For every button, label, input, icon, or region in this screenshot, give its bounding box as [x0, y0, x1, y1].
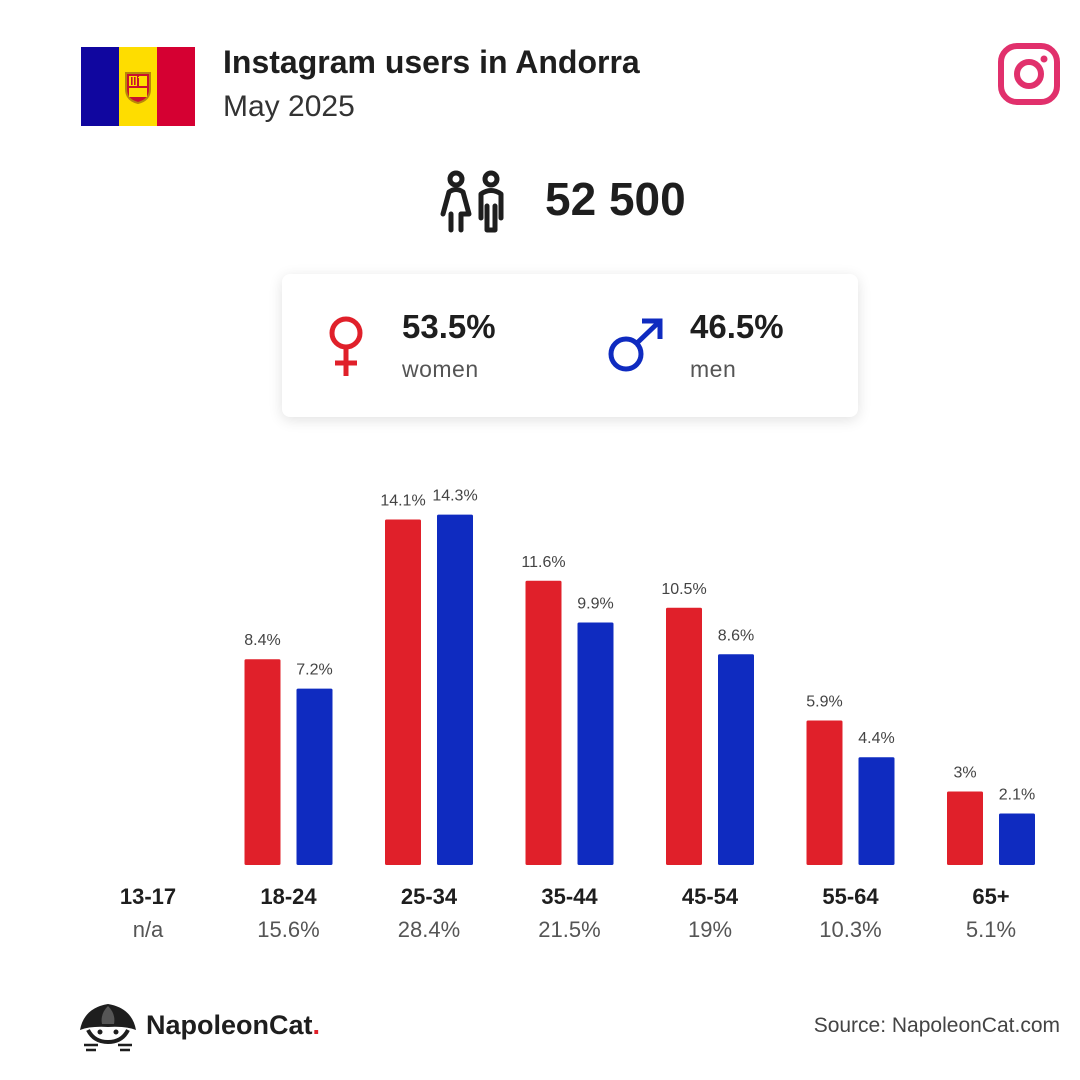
women-bar — [244, 659, 281, 865]
women-bar — [385, 519, 421, 865]
male-symbol-icon — [608, 318, 663, 372]
men-percentage: 46.5% — [690, 308, 784, 345]
men-bar-label: 9.9% — [577, 595, 613, 612]
age-gender-bar-chart: 8.4% 7.2% 14.1% 14.3% 11.6% 9.9% 10.5% 8.6% 5.9%… — [244, 488, 1035, 865]
page-subtitle: May 2025 — [223, 90, 355, 123]
men-bar-label: 14.3% — [432, 488, 477, 505]
women-bar — [947, 791, 983, 865]
age-group-label: 18-24 — [260, 884, 317, 909]
men-bar-label: 7.2% — [296, 662, 332, 679]
age-group-total: 28.4% — [397, 917, 461, 942]
age-group-label: 65+ — [972, 884, 1010, 909]
source-credit: Source: NapoleonCat.com — [813, 1014, 1060, 1037]
brand-dot: . — [312, 1010, 321, 1040]
brand-name-text: NapoleonCat — [146, 1010, 313, 1040]
men-bar — [858, 757, 895, 865]
age-group-label: 45-54 — [681, 884, 739, 909]
women-bar — [806, 720, 843, 865]
age-group-label: 25-34 — [400, 884, 458, 909]
age-group-label: 13-17 — [119, 884, 177, 909]
instagram-icon — [998, 43, 1060, 105]
men-bar — [999, 813, 1035, 865]
people-icon — [440, 170, 504, 233]
age-group-total: n/a — [132, 917, 164, 942]
brand-name: NapoleonCat. — [146, 1010, 320, 1041]
men-bar-label: 2.1% — [999, 787, 1035, 804]
women-bar-label: 8.4% — [244, 632, 280, 649]
age-group-total: 19% — [687, 917, 733, 942]
women-bar-label: 10.5% — [661, 581, 706, 598]
women-bar-label: 11.6% — [521, 554, 565, 571]
women-bar — [525, 580, 562, 865]
women-bar-label: 14.1% — [380, 493, 425, 510]
men-bar — [718, 654, 754, 865]
andorra-flag — [81, 47, 195, 126]
coat-of-arms-icon — [125, 72, 151, 105]
total-users-value: 52 500 — [545, 173, 686, 225]
men-label: men — [690, 356, 737, 382]
women-bar — [666, 607, 702, 865]
page-title: Instagram users in Andorra — [223, 44, 640, 80]
men-bar-label: 8.6% — [718, 627, 754, 644]
men-bar — [437, 514, 473, 865]
men-bar-label: 4.4% — [858, 730, 894, 747]
age-group-label: 35-44 — [541, 884, 598, 909]
men-bar — [577, 622, 614, 865]
women-label: women — [402, 356, 479, 382]
age-group-total: 5.1% — [965, 917, 1017, 942]
napoleoncat-logo — [80, 1004, 136, 1052]
female-symbol-icon — [329, 316, 363, 376]
age-group-total: 21.5% — [538, 917, 601, 942]
women-bar-label: 5.9% — [806, 693, 842, 710]
gender-split-card: 53.5% women 46.5% men — [282, 274, 858, 417]
age-group-total: 10.3% — [819, 917, 882, 942]
age-group-label: 55-64 — [822, 884, 879, 909]
age-group-total: 15.6% — [257, 917, 320, 942]
women-percentage: 53.5% — [402, 308, 496, 345]
men-bar — [296, 688, 333, 865]
women-bar-label: 3% — [953, 765, 976, 782]
